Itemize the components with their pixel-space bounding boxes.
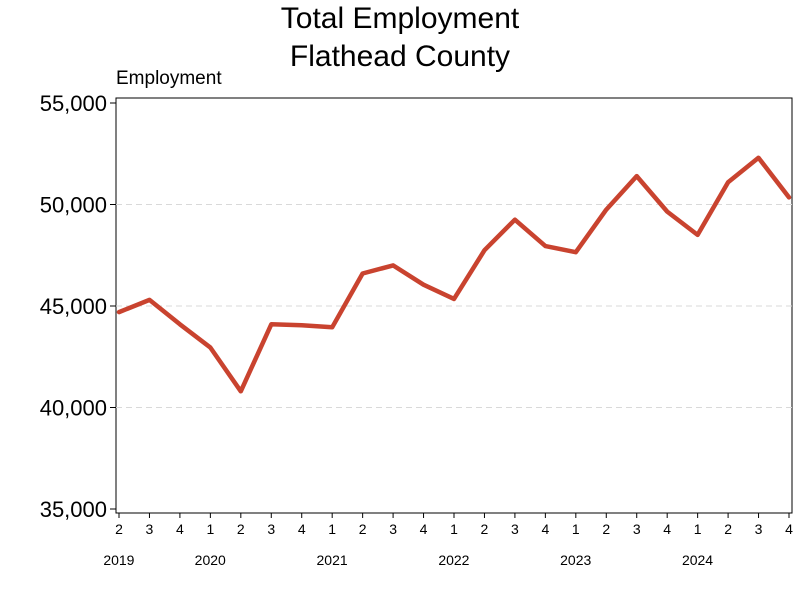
- y-axis-label: Employment: [116, 68, 222, 89]
- x-tick-label: 3: [267, 521, 275, 537]
- x-tick-label: 1: [694, 521, 702, 537]
- x-tick-label: 4: [298, 521, 306, 537]
- x-tick-label: 4: [663, 521, 671, 537]
- series-line: [116, 155, 792, 394]
- year-label: 2023: [560, 552, 591, 568]
- year-label: 2024: [682, 552, 713, 568]
- y-tick-label: 40,000: [40, 396, 107, 421]
- x-tick-label: 3: [755, 521, 763, 537]
- x-tick-label: 2: [602, 521, 610, 537]
- x-tick-label: 3: [633, 521, 641, 537]
- x-tick-label: 2: [481, 521, 489, 537]
- y-tick-label: 50,000: [40, 193, 107, 218]
- x-tick-label: 3: [511, 521, 519, 537]
- x-tick-label: 4: [176, 521, 184, 537]
- x-tick-label: 4: [785, 521, 793, 537]
- x-tick-label: 2: [359, 521, 367, 537]
- x-tick-label: 3: [389, 521, 397, 537]
- x-tick-label: 2: [724, 521, 732, 537]
- x-tick-label: 1: [328, 521, 336, 537]
- chart-subtitle: Flathead County: [289, 40, 511, 73]
- y-tick-label: 35,000: [40, 497, 107, 522]
- x-tick-label: 3: [146, 521, 154, 537]
- year-label: 2020: [195, 552, 226, 568]
- x-tick-label: 1: [572, 521, 580, 537]
- x-tick-label: 4: [420, 521, 428, 537]
- x-tick-label: 4: [541, 521, 549, 537]
- x-tick-label: 2: [237, 521, 245, 537]
- y-tick-label: 55,000: [40, 91, 107, 116]
- x-tick-label: 1: [450, 521, 458, 537]
- x-tick-label: 2: [115, 521, 123, 537]
- y-tick-label: 45,000: [40, 294, 107, 319]
- year-label: 2022: [438, 552, 469, 568]
- year-label: 2021: [317, 552, 348, 568]
- chart-title: Total Employment: [280, 2, 520, 35]
- year-label: 2019: [103, 552, 134, 568]
- x-tick-label: 1: [206, 521, 214, 537]
